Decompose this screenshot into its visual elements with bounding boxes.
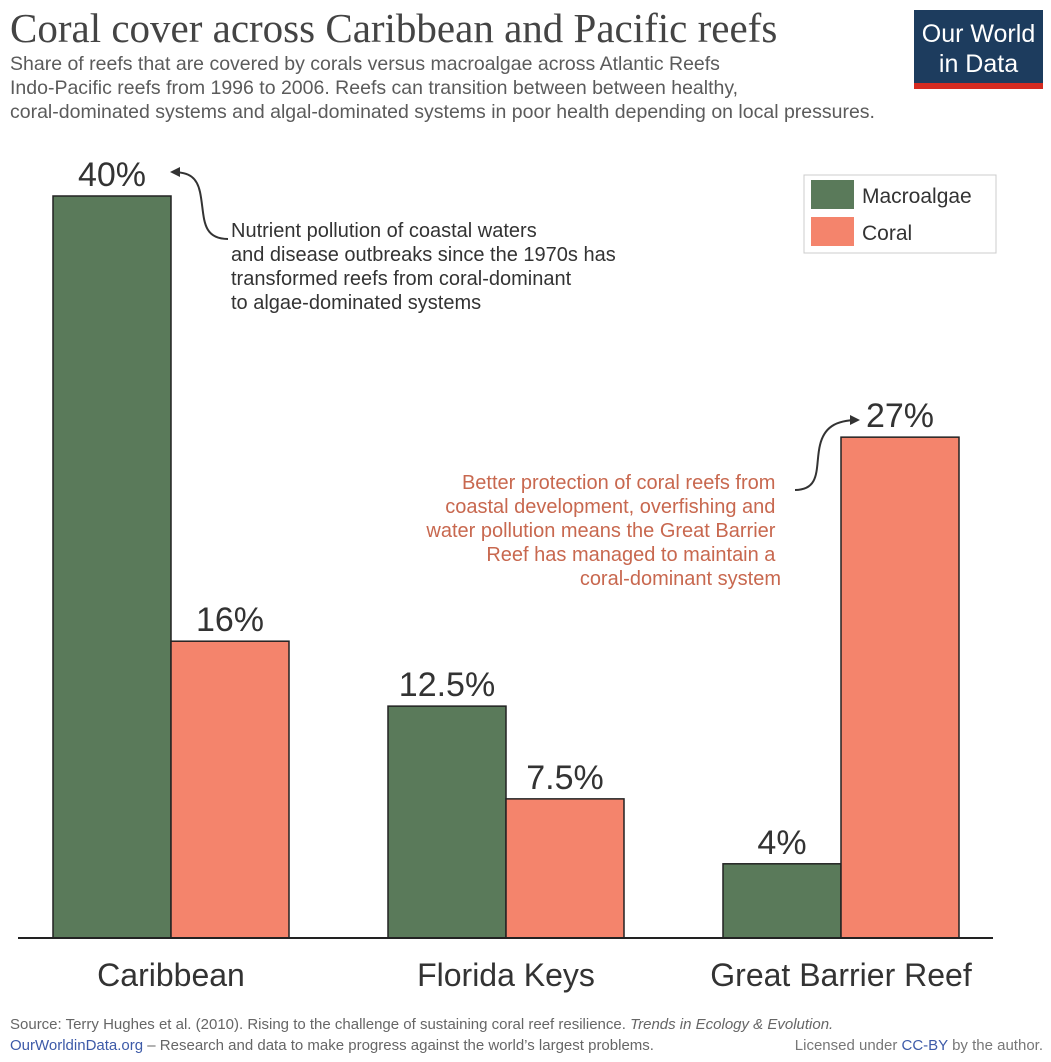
license-note: Licensed under CC-BY by the author.	[795, 1037, 1043, 1054]
bar-value-label: 16%	[196, 601, 264, 639]
site-tagline: – Research and data to make progress aga…	[147, 1037, 654, 1054]
annotation-great-barrier-reef: Better protection of coral reefs from co…	[425, 415, 860, 590]
bar-value-label: 27%	[866, 397, 934, 435]
legend-swatch-macroalgae	[811, 180, 854, 209]
annotation-arrow-gbr	[794, 415, 860, 491]
legend-swatch-coral	[811, 217, 854, 246]
owid-logo[interactable]: Our World in Data	[914, 10, 1043, 89]
svg-text:Better protection of coral ree: Better protection of coral reefs from co…	[425, 472, 781, 590]
bar-value-label: 40%	[78, 156, 146, 194]
annotation-line: and disease outbreaks since the 1970s ha…	[231, 244, 616, 266]
legend-label-coral: Coral	[862, 222, 912, 245]
license-link[interactable]: CC-BY	[901, 1037, 948, 1054]
category-label-great-barrier-reef: Great Barrier Reef	[710, 957, 972, 993]
annotation-line: coastal development, overfishing and	[445, 496, 775, 518]
subtitle-line: Share of reefs that are covered by coral…	[10, 53, 720, 75]
bar-florida-keys-macroalgae	[387, 705, 507, 939]
bar-great-barrier-reef-coral	[840, 436, 960, 939]
bar-value-label: 4%	[757, 824, 806, 862]
bar-value-label: 12.5%	[399, 666, 495, 704]
bar-caribbean-macroalgae	[52, 195, 172, 939]
annotation-line: to algae-dominated systems	[231, 292, 481, 314]
bar-value-label: 7.5%	[526, 759, 604, 797]
bar-chart: 40% 16% Caribbean 12.5% 7.5% Florida Keys 4% 27…	[18, 156, 997, 993]
bar-florida-keys-coral	[505, 798, 625, 939]
source-text: Source: Terry Hughes et al. (2010). Risi…	[10, 1016, 626, 1033]
svg-text:Nutrient pollution of coastal: Nutrient pollution of coastal waters and…	[231, 220, 621, 314]
bar-caribbean-coral	[170, 640, 290, 939]
annotation-line: water pollution means the Great Barrier	[425, 520, 775, 542]
annotation-line: coral-dominant system	[580, 568, 781, 590]
category-label-florida-keys: Florida Keys	[417, 957, 595, 993]
legend-label-macroalgae: Macroalgae	[862, 185, 972, 208]
legend: Macroalgae Coral	[803, 174, 997, 254]
source-note: Source: Terry Hughes et al. (2010). Risi…	[10, 1016, 833, 1033]
source-journal: Trends in Ecology & Evolution.	[630, 1016, 834, 1033]
annotation-line: Nutrient pollution of coastal waters	[231, 220, 537, 242]
annotation-caribbean: Nutrient pollution of coastal waters and…	[170, 167, 621, 314]
site-line: OurWorldinData.org – Research and data t…	[10, 1037, 654, 1054]
site-link[interactable]: OurWorldinData.org	[10, 1037, 144, 1054]
subtitle-line: Indo-Pacific reefs from 1996 to 2006. Re…	[10, 77, 739, 99]
logo-line: Our World	[921, 20, 1036, 48]
chart-subtitle: Share of reefs that are covered by coral…	[10, 52, 1010, 124]
annotation-line: Reef has managed to maintain a	[486, 544, 776, 566]
annotation-arrow-caribbean	[170, 167, 229, 240]
annotation-line: Better protection of coral reefs from	[462, 472, 775, 494]
chart-title: Coral cover across Caribbean and Pacific…	[10, 5, 778, 51]
subtitle-line: coral-dominated systems and algal-domina…	[10, 101, 875, 123]
logo-line: in Data	[938, 50, 1019, 78]
bar-great-barrier-reef-macroalgae	[722, 863, 842, 939]
category-label-caribbean: Caribbean	[97, 957, 245, 993]
license-suffix: by the author.	[952, 1037, 1043, 1054]
license-prefix: Licensed under	[794, 1037, 898, 1054]
annotation-line: transformed reefs from coral-dominant	[231, 268, 572, 290]
